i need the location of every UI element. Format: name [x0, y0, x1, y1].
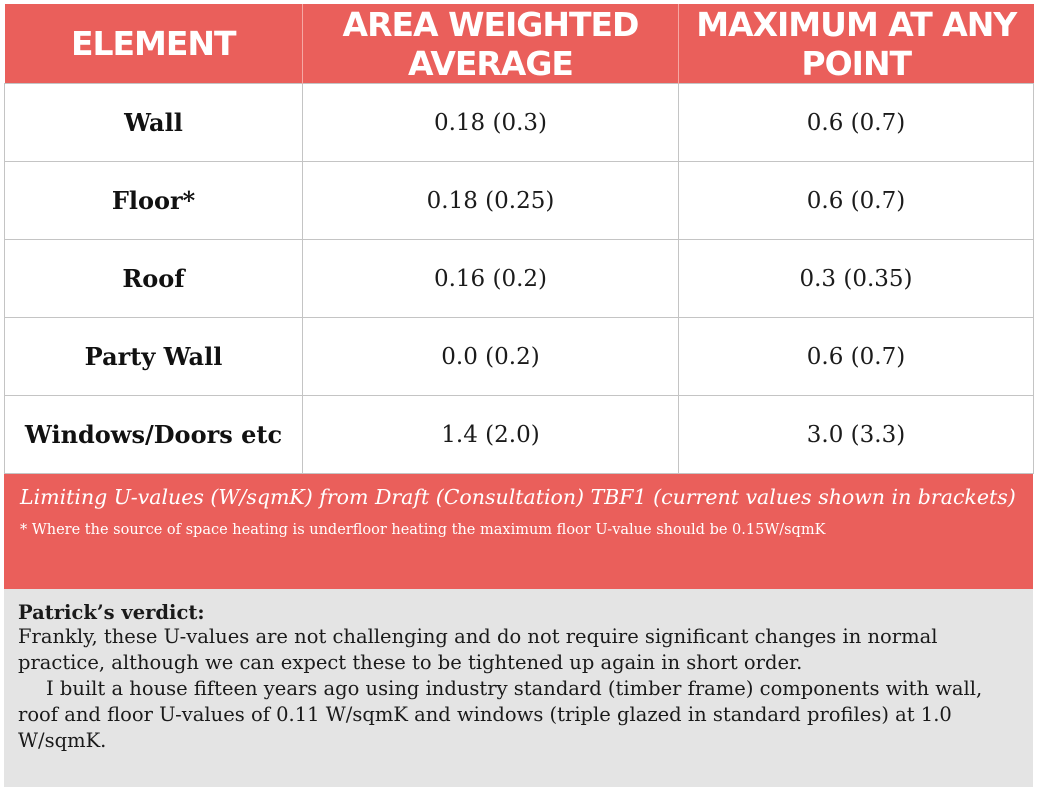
table-footnote: * Where the source of space heating is u…: [20, 522, 826, 538]
u-values-table: ELEMENT AREA WEIGHTED AVERAGE MAXIMUM AT…: [4, 4, 1034, 474]
table-row: Windows/Doors etc 1.4 (2.0) 3.0 (3.3): [4, 395, 1034, 474]
table-row: Party Wall 0.0 (0.2) 0.6 (0.7): [4, 317, 1034, 396]
verdict-panel: Patrick’s verdict: Frankly, these U-valu…: [4, 589, 1033, 787]
maximum-cell: 0.3 (0.35): [678, 239, 1034, 318]
table-caption: Limiting U-values (W/sqmK) from Draft (C…: [20, 485, 1016, 509]
table-header-row: ELEMENT AREA WEIGHTED AVERAGE MAXIMUM AT…: [4, 4, 1034, 84]
u-values-figure: ELEMENT AREA WEIGHTED AVERAGE MAXIMUM AT…: [4, 4, 1034, 787]
element-cell: Windows/Doors etc: [4, 395, 303, 474]
table-row: Wall 0.18 (0.3) 0.6 (0.7): [4, 83, 1034, 162]
element-cell: Roof: [4, 239, 303, 318]
average-cell: 0.18 (0.25): [302, 161, 679, 240]
verdict-title: Patrick’s verdict:: [18, 601, 205, 624]
table-row: Floor* 0.18 (0.25) 0.6 (0.7): [4, 161, 1034, 240]
header-element: ELEMENT: [4, 4, 303, 84]
header-area-weighted-average: AREA WEIGHTED AVERAGE: [302, 4, 679, 84]
caption-panel: Limiting U-values (W/sqmK) from Draft (C…: [4, 474, 1033, 589]
average-cell: 1.4 (2.0): [302, 395, 679, 474]
maximum-cell: 0.6 (0.7): [678, 83, 1034, 162]
maximum-cell: 0.6 (0.7): [678, 317, 1034, 396]
element-cell: Wall: [4, 83, 303, 162]
maximum-cell: 0.6 (0.7): [678, 161, 1034, 240]
table-row: Roof 0.16 (0.2) 0.3 (0.35): [4, 239, 1034, 318]
verdict-paragraph: Frankly, these U-values are not challeng…: [18, 625, 938, 674]
maximum-cell: 3.0 (3.3): [678, 395, 1034, 474]
element-cell: Party Wall: [4, 317, 303, 396]
verdict-paragraph: I built a house fifteen years ago using …: [18, 677, 983, 752]
average-cell: 0.16 (0.2): [302, 239, 679, 318]
header-maximum-at-any-point: MAXIMUM AT ANY POINT: [678, 4, 1034, 84]
average-cell: 0.0 (0.2): [302, 317, 679, 396]
average-cell: 0.18 (0.3): [302, 83, 679, 162]
element-cell: Floor*: [4, 161, 303, 240]
